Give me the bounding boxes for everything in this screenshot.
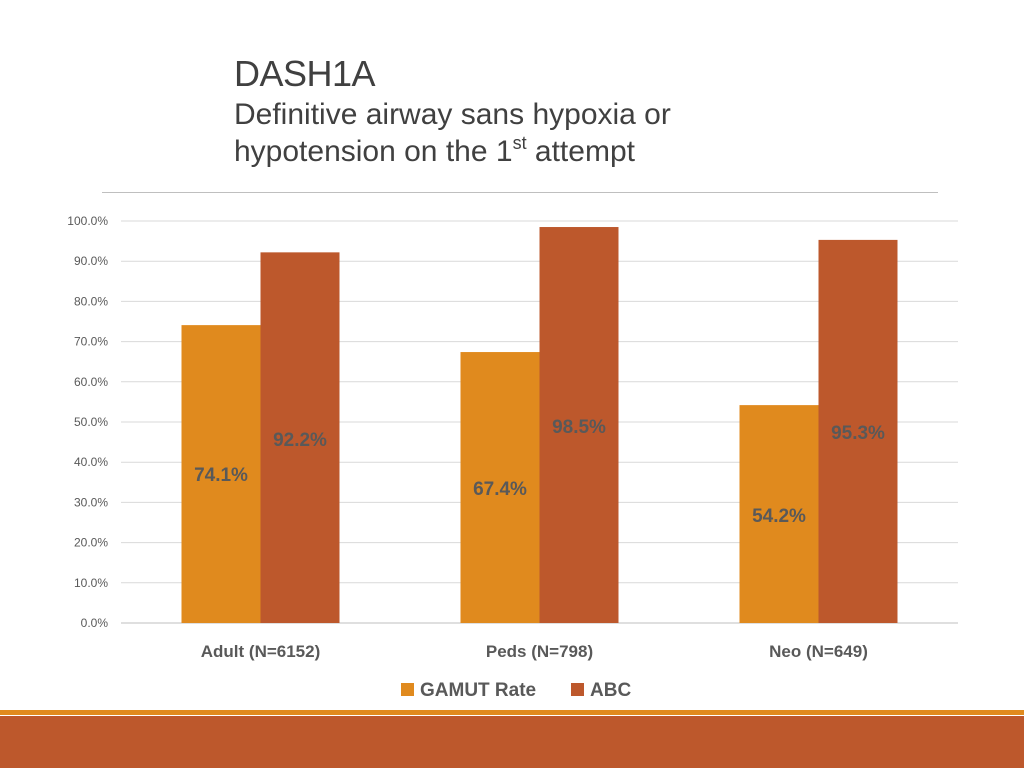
data-label: 54.2%	[752, 506, 806, 527]
data-label: 98.5%	[552, 417, 606, 438]
bar-gamut	[181, 325, 261, 623]
y-tick-label: 70.0%	[74, 335, 108, 349]
slide-title-block: DASH1A Definitive airway sans hypoxia or…	[234, 52, 671, 170]
x-category-label: Peds (N=798)	[486, 642, 593, 661]
footer-band	[0, 716, 1024, 768]
bar-chart: 0.0% 10.0% 20.0% 30.0% 40.0% 50.0% 60.0% 70.0% 8…	[67, 214, 958, 701]
legend-label: GAMUT Rate	[420, 680, 536, 701]
slide-title: DASH1A	[234, 53, 376, 94]
y-tick-label: 100.0%	[67, 214, 108, 228]
subtitle-line2-text: hypotension on the 1	[234, 135, 513, 168]
bar-gamut	[739, 405, 819, 623]
data-label: 92.2%	[273, 430, 327, 451]
subtitle-line2-end: attempt	[526, 135, 635, 168]
y-tick-label: 60.0%	[74, 375, 108, 389]
legend-swatch-gamut	[401, 683, 414, 696]
data-label: 67.4%	[473, 479, 527, 500]
x-category-label: Neo (N=649)	[769, 642, 868, 661]
bar-abc	[539, 227, 619, 623]
data-label: 74.1%	[194, 465, 248, 486]
bar-abc	[260, 252, 340, 623]
y-tick-label: 80.0%	[74, 294, 108, 308]
title-divider	[102, 192, 938, 193]
footer-accent-line	[0, 710, 1024, 715]
y-tick-label: 40.0%	[74, 455, 108, 469]
y-tick-label: 30.0%	[74, 495, 108, 509]
slide-subtitle-line1: Definitive airway sans hypoxia or	[234, 98, 671, 131]
legend-swatch-abc	[571, 683, 584, 696]
y-tick-label: 0.0%	[81, 616, 109, 630]
subtitle-superscript: st	[512, 133, 527, 153]
slide-subtitle-line2: hypotension on the 1st attempt	[234, 133, 671, 170]
y-tick-label: 10.0%	[74, 576, 108, 590]
x-category-label: Adult (N=6152)	[201, 642, 321, 661]
bar-abc	[818, 239, 898, 624]
data-label: 95.3%	[831, 423, 885, 444]
y-tick-label: 50.0%	[74, 415, 108, 429]
legend-label: ABC	[590, 680, 631, 701]
y-tick-label: 90.0%	[74, 254, 108, 268]
bar-gamut	[460, 352, 540, 623]
y-tick-label: 20.0%	[74, 536, 108, 550]
